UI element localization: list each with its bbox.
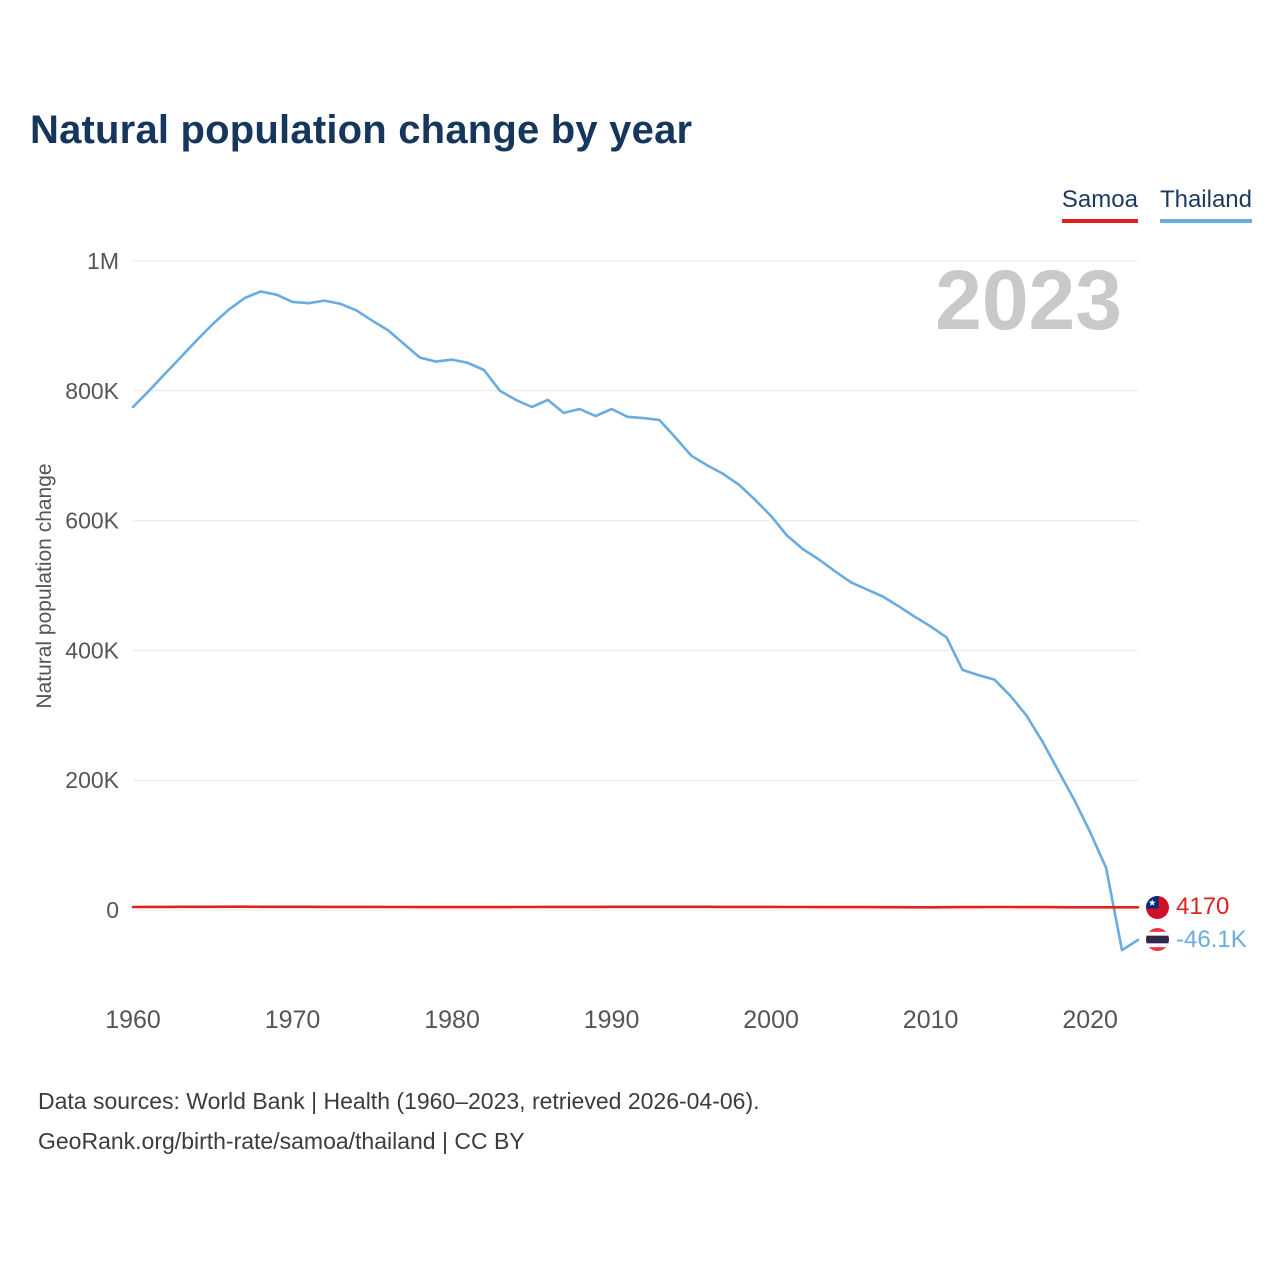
legend: Samoa Thailand <box>1061 186 1252 223</box>
x-tick-label: 2020 <box>1062 1006 1118 1034</box>
watermark-year: 2023 <box>935 253 1122 347</box>
x-tick-label: 2010 <box>903 1006 959 1034</box>
thailand-flag-icon <box>1146 928 1169 952</box>
series-line-samoa <box>131 905 1140 909</box>
x-tick-label: 1990 <box>584 1006 640 1034</box>
legend-item-samoa[interactable]: Samoa <box>1061 186 1138 223</box>
line-chart: 0 200K 400K 600K 800K 1M 1960 1970 1980 1990 2000 2… <box>65 248 1140 1034</box>
x-tick-label: 2000 <box>743 1006 799 1034</box>
page-title: Natural population change by year <box>30 108 693 152</box>
legend-item-thailand[interactable]: Thailand <box>1159 186 1252 223</box>
x-tick-label: 1970 <box>265 1006 321 1034</box>
y-tick-label: 200K <box>65 767 119 793</box>
series-line-thailand <box>131 290 1140 952</box>
y-tick-label: 400K <box>65 637 119 663</box>
y-tick-label: 1M <box>87 248 119 274</box>
footer-attribution: GeoRank.org/birth-rate/samoa/thailand | … <box>38 1127 525 1154</box>
y-tick-label: 0 <box>106 897 119 923</box>
footer-sources: Data sources: World Bank | Health (1960–… <box>38 1088 760 1114</box>
footer: Data sources: World Bank | Health (1960–… <box>38 1082 760 1161</box>
y-tick-label: 600K <box>65 508 119 534</box>
thailand-end-value: -46.1K <box>1176 925 1247 953</box>
samoa-end-label: 4170 <box>1146 893 1229 921</box>
samoa-end-value: 4170 <box>1176 893 1230 921</box>
y-tick-label: 800K <box>65 378 119 404</box>
thailand-end-label: -46.1K <box>1146 926 1247 954</box>
x-tick-label: 1960 <box>105 1006 161 1034</box>
samoa-flag-icon <box>1146 895 1169 919</box>
x-tick-label: 1980 <box>424 1006 480 1034</box>
